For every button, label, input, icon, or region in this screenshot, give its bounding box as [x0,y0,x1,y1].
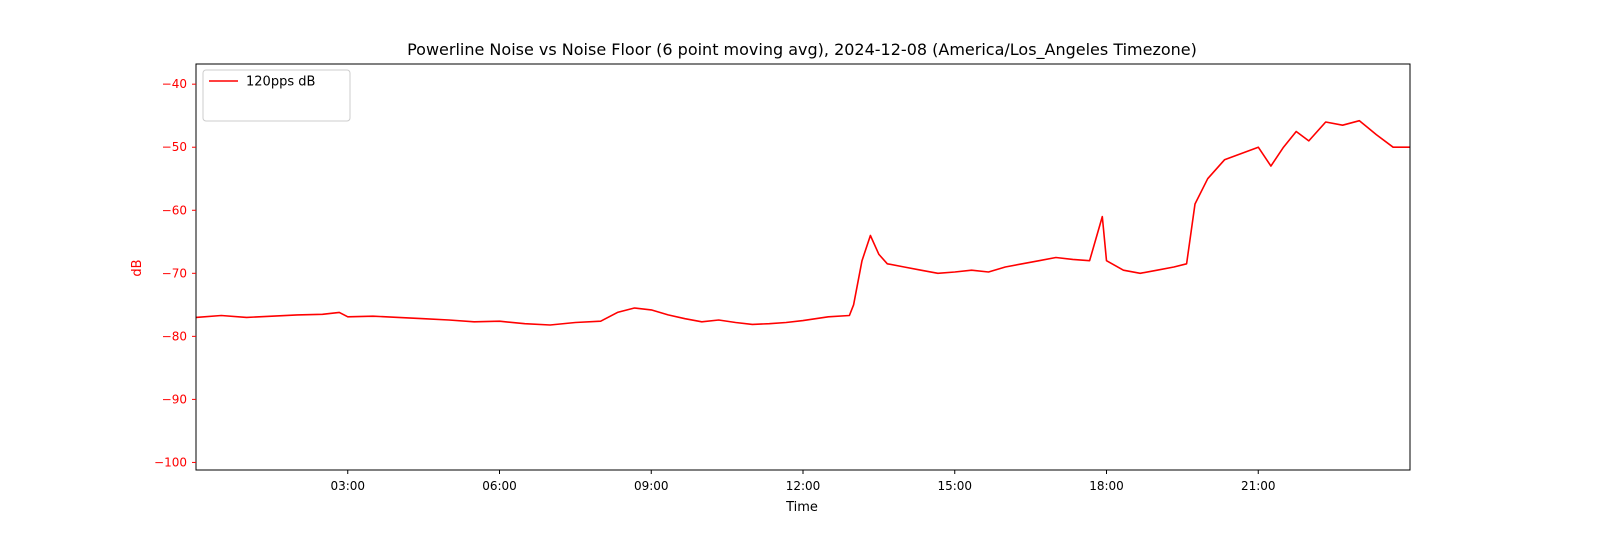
legend-box [202,69,351,122]
series-line-0 [195,119,1410,326]
y-tick-label-0: −40 [162,77,187,91]
chart-title: Powerline Noise vs Noise Floor (6 point … [407,40,1197,60]
x-tick-label-2: 09:00 [634,479,669,493]
y-tick-label-6: −100 [154,455,187,469]
y-tick-label-4: −80 [162,329,187,343]
axes: 03:00 06:00 09:00 12:00 15:00 18:00 21:00 −40 −5… [154,63,1411,493]
x-axis-label: Time [785,500,818,515]
y-tick-label-2: −60 [162,203,187,217]
y-tick-label-5: −90 [162,392,187,406]
plot-frame [195,63,1411,471]
y-axis-label: dB [130,259,145,276]
x-tick-label-1: 06:00 [482,479,517,493]
y-tick-label-3: −70 [162,266,187,280]
plot-area [195,119,1410,326]
x-tick-label-5: 18:00 [1089,479,1124,493]
legend-label-0: 120pps dB [246,75,315,90]
x-tick-label-6: 21:00 [1241,479,1276,493]
legend: 120pps dB [202,69,351,122]
x-tick-label-3: 12:00 [786,479,821,493]
x-tick-label-0: 03:00 [330,479,365,493]
x-tick-label-4: 15:00 [937,479,972,493]
y-tick-label-1: −50 [162,140,187,154]
